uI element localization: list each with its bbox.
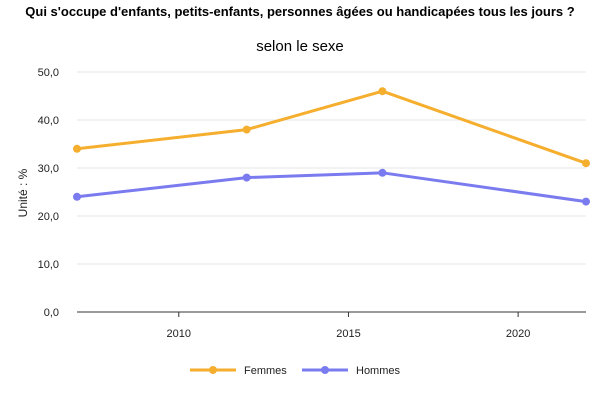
- data-point[interactable]: [378, 87, 387, 96]
- series-line: [76, 89, 587, 165]
- legend[interactable]: Femmes Hommes: [190, 365, 401, 377]
- legend-label: Hommes: [356, 365, 401, 377]
- y-tick-label: 30,0: [38, 163, 59, 175]
- data-point[interactable]: [582, 159, 590, 168]
- y-tick-label: 20,0: [38, 211, 59, 223]
- axes: 0,0 10,0 20,0 30,0 40,0 50,0 2010 2015 2020: [38, 67, 586, 340]
- series-femmes: [73, 87, 590, 168]
- data-point[interactable]: [242, 125, 251, 134]
- data-point[interactable]: [73, 192, 81, 201]
- data-point[interactable]: [378, 168, 387, 177]
- series-line: [76, 171, 587, 204]
- y-axis-title: Unité : %: [16, 168, 30, 217]
- series: [73, 87, 590, 206]
- data-point[interactable]: [242, 173, 251, 182]
- legend-item-femmes[interactable]: Femmes: [190, 365, 287, 377]
- legend-swatch-point: [321, 366, 329, 374]
- x-tick-label: 2020: [506, 328, 530, 340]
- y-tick-label: 10,0: [38, 259, 59, 271]
- x-tick-label: 2015: [336, 328, 360, 340]
- data-point[interactable]: [582, 197, 590, 206]
- y-tick-label: 0,0: [44, 307, 59, 319]
- x-tick-label: 2010: [167, 328, 191, 340]
- data-point[interactable]: [73, 144, 81, 153]
- legend-swatch-point: [209, 366, 217, 374]
- series-hommes: [73, 168, 590, 206]
- gridlines: [77, 71, 586, 265]
- chart-subtitle: selon le sexe: [256, 38, 344, 55]
- y-tick-label: 50,0: [38, 67, 59, 79]
- legend-label: Femmes: [244, 365, 287, 377]
- chart-title: Qui s'occupe d'enfants, petits-enfants, …: [25, 4, 575, 19]
- y-tick-label: 40,0: [38, 115, 59, 127]
- legend-item-hommes[interactable]: Hommes: [302, 365, 401, 377]
